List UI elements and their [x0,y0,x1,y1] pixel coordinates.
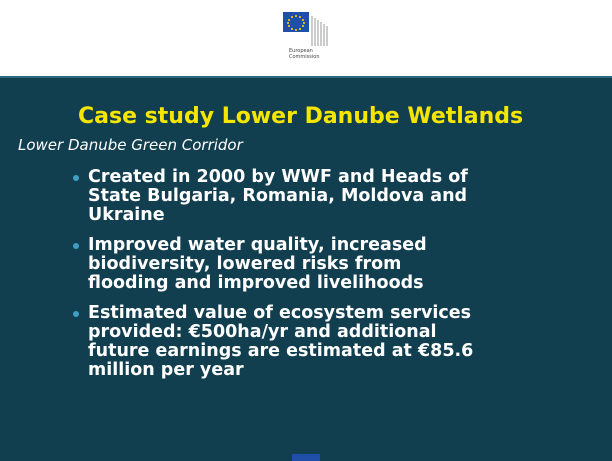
footer-mark [292,454,320,461]
bullet-line: million per year [88,360,244,380]
logo-line: European [289,48,313,54]
bullet-line: future earnings are estimated at €85.6 [88,341,474,361]
bullet-list: Created in 2000 by WWF and Heads of State… [72,167,474,391]
bullet-line: Improved water quality, increased [88,235,427,255]
bullet-line: State Bulgaria, Romania, Moldova and [88,186,468,206]
header-band: European Commission [0,0,612,78]
bullet-line: flooding and improved livelihoods [88,273,424,293]
eu-logo [283,12,328,46]
bullet-item: Estimated value of ecosystem services pro… [72,303,474,380]
bullet-line: Ukraine [88,205,165,225]
logo-line: Commission [289,54,320,60]
bullet-line: Estimated value of ecosystem services [88,303,472,323]
slide-subtitle: Lower Danube Green Corridor [18,136,243,154]
bullet-line: Created in 2000 by WWF and Heads of [88,167,468,187]
slide-title: Case study Lower Danube Wetlands [78,104,524,129]
logo-text: European Commission [289,48,320,60]
bullet-item: Created in 2000 by WWF and Heads of State… [72,167,473,225]
bullet-item: Improved water quality, increased biodive… [72,235,473,293]
bullet-line: provided: €500ha/yr and additional [88,322,437,342]
bullet-line: biodiversity, lowered risks from [88,254,402,274]
